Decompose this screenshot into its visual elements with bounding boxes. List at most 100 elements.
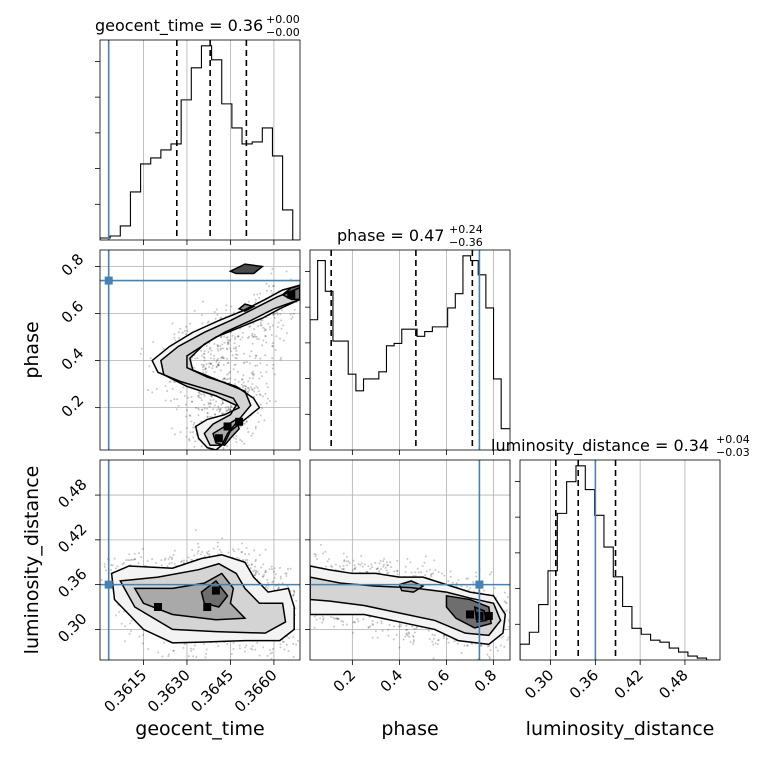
sample-point: [118, 611, 121, 614]
sample-point: [210, 395, 213, 398]
sample-point: [271, 345, 274, 348]
sample-point: [216, 347, 219, 350]
histogram-phase: [310, 255, 510, 450]
sample-point: [164, 385, 167, 388]
sample-point: [327, 558, 330, 561]
sample-point: [272, 285, 275, 288]
sample-point: [179, 391, 182, 394]
xtick-label: 0.3645: [187, 666, 237, 716]
sample-point: [334, 563, 337, 566]
ytick-label: 0.2: [58, 391, 88, 421]
sample-point: [313, 615, 316, 618]
sample-point: [200, 393, 203, 396]
sample-point: [227, 362, 230, 365]
sample-point: [217, 452, 219, 454]
sample-point: [238, 644, 241, 647]
sample-point: [409, 641, 412, 644]
ytick-label: 0.30: [54, 610, 90, 646]
sample-point: [221, 402, 224, 405]
sample-point: [221, 356, 224, 359]
sample-point: [236, 370, 239, 373]
sample-point: [168, 653, 171, 656]
sample-point: [352, 559, 355, 562]
sample-point: [455, 585, 458, 588]
sample-point: [210, 349, 213, 352]
sample-point: [253, 333, 256, 336]
sample-point: [280, 327, 283, 330]
sample-point: [197, 550, 200, 553]
sample-point: [208, 362, 211, 365]
sample-point: [479, 644, 482, 647]
sample-point: [286, 584, 289, 587]
sample-point: [300, 583, 302, 585]
sample-point: [169, 399, 172, 402]
sample-point: [185, 325, 188, 328]
sample-point: [249, 386, 252, 389]
sample-point: [343, 560, 346, 563]
sample-point: [387, 571, 390, 574]
contour-line: [119, 562, 287, 634]
sample-point: [463, 644, 466, 647]
sample-point: [196, 542, 199, 545]
contour-line: [398, 580, 425, 593]
sample-point: [111, 564, 114, 567]
sample-point: [277, 321, 280, 324]
sample-point: [342, 568, 345, 571]
sample-point: [193, 422, 196, 425]
sample-point: [466, 644, 469, 647]
sample-point: [369, 567, 372, 570]
sample-point: [285, 643, 288, 646]
sample-point: [376, 621, 379, 624]
sample-point: [225, 309, 228, 312]
sample-point: [345, 560, 348, 563]
sample-point: [234, 356, 237, 359]
sample-point: [252, 373, 255, 376]
sample-point: [465, 577, 468, 580]
sample-point: [303, 601, 305, 603]
sample-point: [254, 571, 257, 574]
sample-point: [268, 649, 271, 652]
sample-point: [219, 316, 222, 319]
sample-point: [123, 610, 126, 613]
sample-point: [361, 565, 364, 568]
sample-point: [114, 614, 117, 617]
sample-point: [200, 363, 203, 366]
sample-point: [252, 570, 255, 573]
sample-point: [266, 587, 269, 590]
sample-point: [333, 625, 336, 628]
xtick-label: 0.2: [330, 666, 360, 696]
contour-line: [228, 263, 265, 275]
sample-point: [188, 414, 191, 417]
sample-point: [209, 357, 212, 360]
sample-point: [227, 342, 230, 345]
sample-point: [247, 564, 250, 567]
sample-point: [357, 563, 360, 566]
sample-point: [432, 657, 435, 660]
sample-point: [185, 427, 188, 430]
sample-point: [265, 382, 268, 385]
sample-point: [222, 357, 225, 360]
sample-point: [413, 631, 416, 634]
sample-point: [132, 558, 135, 561]
sample-point: [413, 627, 416, 630]
sample-point: [432, 643, 435, 646]
sample-point: [371, 623, 374, 626]
sample-point: [447, 580, 450, 583]
sample-point: [486, 645, 489, 648]
sample-point: [269, 652, 272, 655]
sample-point: [259, 414, 262, 417]
sample-point: [353, 567, 356, 570]
sample-point: [251, 342, 254, 345]
sample-point: [421, 564, 424, 567]
sample-point: [460, 585, 463, 588]
sample-point: [217, 364, 220, 367]
sample-point: [395, 633, 398, 636]
sample-point: [253, 293, 256, 296]
title-geocent_time-main: geocent_time = 0.36: [95, 16, 263, 36]
sample-point: [203, 555, 206, 558]
sample-point: [503, 591, 506, 594]
ytick-label: 0.4: [58, 344, 88, 374]
sample-point: [250, 350, 253, 353]
sample-point: [250, 563, 253, 566]
sample-point: [190, 420, 193, 423]
